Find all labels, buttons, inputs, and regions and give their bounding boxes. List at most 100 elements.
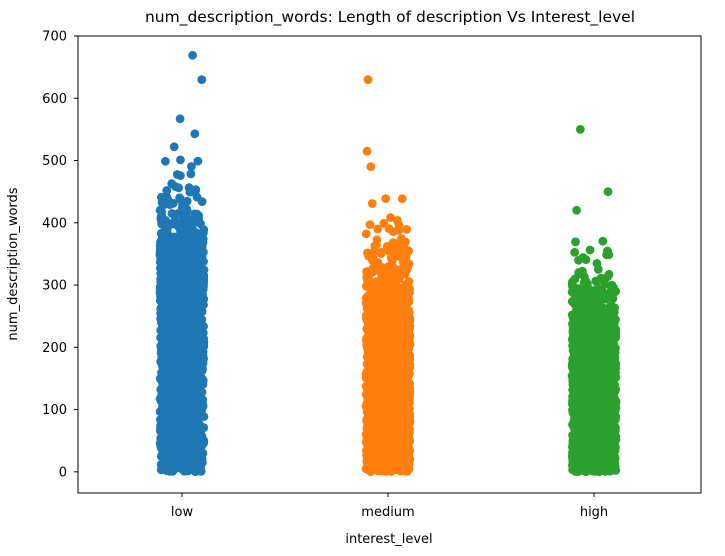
data-point	[581, 466, 590, 475]
data-point	[367, 199, 377, 208]
data-point	[569, 410, 579, 420]
y-tick-label: 300	[42, 279, 67, 294]
data-point	[157, 207, 167, 217]
data-point	[376, 340, 386, 349]
data-point	[163, 462, 172, 472]
data-point	[384, 321, 393, 330]
strip-medium	[361, 75, 415, 476]
data-point	[610, 352, 620, 362]
data-point	[372, 301, 381, 311]
data-point	[176, 276, 185, 286]
data-point	[183, 340, 192, 350]
data-point	[159, 395, 169, 404]
data-point	[576, 288, 585, 298]
data-point	[156, 275, 166, 284]
data-point	[581, 436, 591, 445]
data-point	[604, 456, 614, 466]
data-point	[186, 169, 196, 179]
data-point	[369, 255, 379, 264]
data-point	[568, 465, 577, 475]
data-point	[362, 416, 372, 426]
data-point	[361, 430, 371, 439]
data-point	[167, 179, 177, 189]
data-point	[196, 373, 206, 383]
data-point	[363, 75, 373, 84]
data-point	[600, 430, 609, 440]
data-point	[373, 332, 383, 341]
data-point	[366, 162, 376, 172]
data-point	[367, 389, 377, 398]
data-point	[568, 442, 577, 452]
x-tick-label-medium: medium	[361, 505, 414, 520]
data-point	[161, 283, 171, 292]
data-point	[164, 327, 173, 336]
data-point	[603, 272, 612, 282]
data-points-layer	[155, 50, 621, 477]
data-point	[582, 348, 592, 358]
y-tick-label: 200	[42, 341, 67, 356]
data-point	[164, 402, 174, 411]
data-point	[165, 200, 175, 210]
data-point	[161, 216, 171, 225]
data-point	[402, 225, 411, 234]
data-point	[568, 277, 577, 286]
data-point	[191, 211, 201, 221]
data-point	[194, 337, 204, 347]
data-point	[169, 142, 179, 152]
y-tick-label: 0	[59, 465, 67, 480]
data-point	[198, 358, 208, 368]
data-point	[584, 304, 593, 314]
data-point	[189, 283, 199, 293]
strip-low	[155, 50, 209, 477]
data-point	[162, 186, 172, 195]
data-point	[371, 442, 381, 452]
data-point	[190, 129, 200, 139]
data-point	[386, 449, 396, 459]
data-point	[400, 394, 410, 403]
data-point	[164, 235, 173, 245]
data-point	[363, 291, 373, 301]
data-point	[198, 402, 208, 411]
data-point	[372, 235, 382, 245]
data-point	[602, 331, 611, 341]
data-point	[361, 402, 371, 411]
data-point	[170, 464, 180, 474]
data-point	[189, 382, 199, 391]
data-point	[590, 394, 600, 404]
data-point	[386, 416, 395, 426]
data-point	[365, 220, 375, 230]
data-point	[163, 339, 173, 349]
data-point	[194, 466, 204, 476]
data-point	[187, 162, 196, 171]
data-point	[156, 421, 166, 430]
data-point	[164, 415, 174, 424]
data-point	[184, 365, 194, 375]
data-point	[191, 185, 201, 195]
data-point	[369, 381, 379, 390]
data-point	[386, 213, 395, 223]
y-tick-label: 700	[42, 30, 67, 45]
data-point	[387, 274, 396, 284]
y-tick-label: 400	[42, 216, 67, 231]
data-point	[396, 428, 406, 438]
data-point	[581, 451, 591, 460]
y-tick-label: 500	[42, 154, 67, 169]
data-point	[382, 459, 392, 469]
data-point	[168, 376, 178, 386]
data-point	[361, 282, 371, 291]
data-point	[198, 411, 208, 421]
data-point	[182, 357, 191, 367]
data-point	[606, 465, 616, 475]
data-point	[373, 349, 382, 359]
data-point	[160, 358, 170, 368]
data-point	[178, 452, 188, 462]
data-point	[569, 324, 579, 334]
data-point	[163, 256, 173, 266]
data-point	[187, 324, 196, 334]
data-point	[184, 407, 194, 416]
data-point	[191, 397, 200, 406]
data-point	[193, 156, 203, 166]
